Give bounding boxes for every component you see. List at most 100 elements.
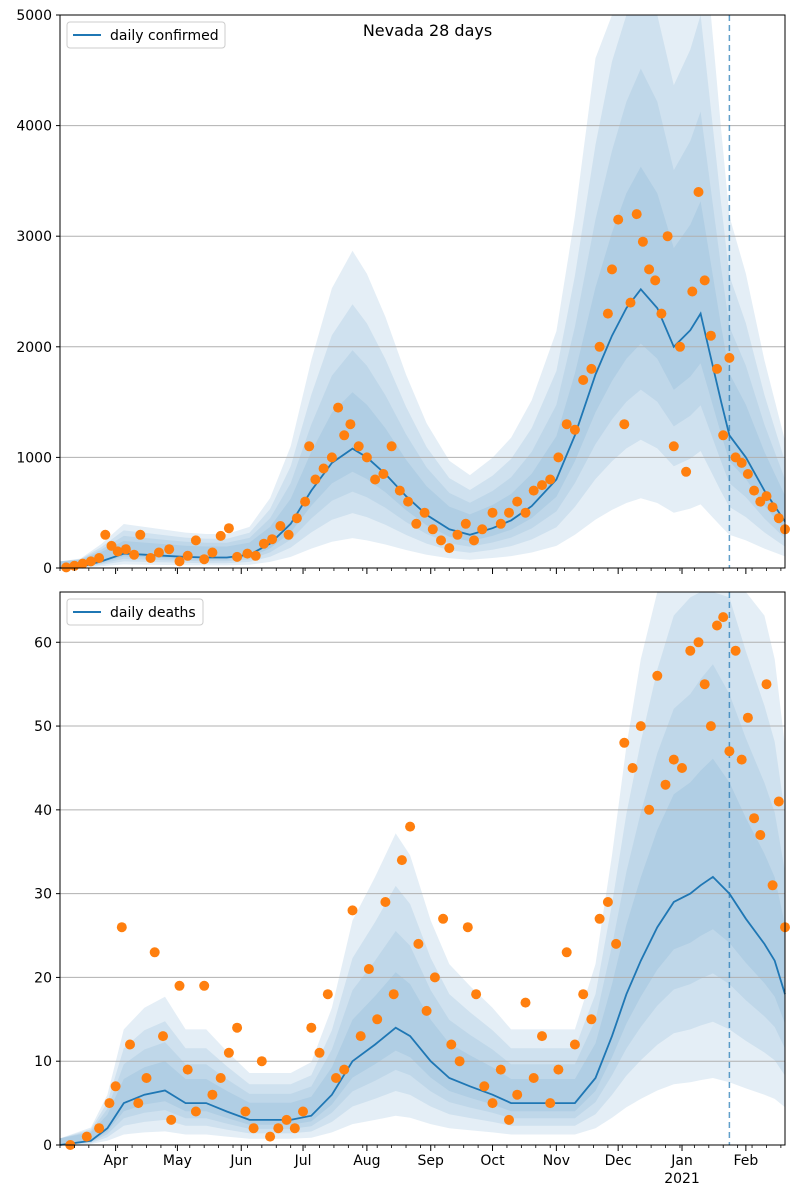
x-tick-label: Feb — [733, 1153, 758, 1169]
observed-point — [681, 466, 692, 477]
observed-point — [94, 1123, 105, 1134]
observed-point — [190, 535, 201, 546]
observed-point — [174, 980, 185, 991]
observed-point — [767, 502, 778, 513]
observed-point — [520, 507, 531, 518]
observed-point — [116, 922, 127, 933]
observed-point — [427, 524, 438, 535]
observed-point — [363, 964, 374, 974]
observed-point — [361, 452, 372, 463]
confirmed-uncertainty-bands — [60, 15, 785, 568]
observed-point — [256, 1056, 267, 1067]
observed-point — [528, 1073, 539, 1083]
observed-point — [471, 989, 482, 1000]
observed-point — [749, 813, 760, 824]
y-tick-label: 0 — [43, 1138, 52, 1154]
observed-point — [607, 264, 617, 275]
observed-point — [736, 457, 747, 468]
observed-point — [164, 544, 175, 555]
observed-point — [413, 938, 424, 949]
observed-point — [677, 763, 687, 773]
y-tick-label: 1000 — [16, 450, 52, 466]
y-tick-label: 0 — [43, 561, 52, 577]
observed-point — [724, 352, 735, 363]
observed-point — [145, 553, 156, 563]
observed-point — [403, 496, 414, 507]
observed-point — [289, 1123, 300, 1134]
observed-point — [166, 1114, 177, 1125]
y-tick-label: 3000 — [16, 229, 52, 245]
observed-point — [668, 754, 679, 765]
observed-point — [687, 286, 698, 297]
observed-point — [421, 1005, 432, 1016]
observed-point — [637, 236, 648, 247]
observed-point — [761, 491, 772, 502]
observed-point — [394, 485, 405, 496]
observed-point — [495, 1064, 506, 1075]
y-tick-label: 5000 — [16, 8, 52, 24]
confirmed-legend: daily confirmed — [66, 21, 226, 49]
observed-point — [660, 779, 671, 790]
observed-point — [388, 989, 399, 1000]
observed-point — [773, 513, 784, 524]
observed-point — [411, 518, 422, 529]
deaths-observed-points — [65, 612, 790, 1150]
observed-point — [386, 441, 397, 452]
observed-point — [182, 1064, 193, 1075]
observed-point — [158, 1031, 168, 1042]
deaths-gridlines — [60, 641, 785, 1062]
observed-point — [537, 480, 547, 491]
uncertainty-band — [60, 15, 785, 568]
observed-point — [120, 544, 131, 555]
y-tick-label: 40 — [34, 803, 52, 819]
observed-point — [135, 529, 146, 540]
confirmed-y-ticks: 0 1000 2000 3000 4000 5000 — [16, 8, 60, 577]
observed-point — [153, 547, 164, 558]
x-tick-label: Jan — [670, 1153, 693, 1169]
observed-point — [462, 922, 473, 933]
x-year-label: 2021 — [664, 1171, 700, 1187]
observed-point — [353, 441, 364, 452]
deaths-line — [59, 875, 786, 1146]
observed-point — [736, 754, 747, 765]
observed-point — [512, 496, 523, 507]
observed-point — [125, 1039, 135, 1050]
observed-point — [718, 430, 729, 441]
observed-point — [454, 1056, 465, 1067]
observed-point — [199, 980, 210, 991]
observed-point — [586, 1014, 597, 1025]
uncertainty-band — [60, 68, 785, 568]
observed-point — [742, 712, 753, 723]
observed-point — [273, 1123, 284, 1134]
observed-point — [569, 424, 580, 435]
observed-point — [553, 452, 564, 463]
y-tick-label: 30 — [34, 887, 52, 903]
y-tick-label: 20 — [34, 970, 52, 986]
observed-point — [602, 897, 613, 907]
observed-point — [479, 1081, 490, 1092]
x-tick-label: Oct — [480, 1153, 505, 1169]
observed-point — [304, 441, 315, 452]
observed-point — [326, 452, 337, 463]
y-tick-label: 4000 — [16, 119, 52, 135]
x-tick-label: May — [163, 1153, 192, 1169]
observed-point — [712, 620, 722, 631]
confirmed-observed-points — [61, 187, 790, 573]
observed-point — [602, 308, 613, 319]
observed-point — [487, 507, 498, 518]
observed-point — [545, 1098, 556, 1109]
observed-point — [594, 341, 605, 352]
observed-point — [85, 556, 96, 567]
observed-point — [773, 796, 784, 807]
observed-point — [446, 1039, 457, 1050]
observed-point — [355, 1031, 366, 1042]
observed-point — [275, 521, 286, 531]
observed-point — [314, 1047, 325, 1058]
deaths-panel: 0 10 20 30 40 50 60 Apr May Jun Jul Aug Sep Oct Nov De… — [34, 591, 790, 1187]
observed-point — [561, 947, 572, 958]
uncertainty-band — [60, 166, 785, 568]
observed-point — [149, 947, 160, 958]
observed-point — [265, 1131, 276, 1142]
observed-point — [378, 469, 389, 479]
